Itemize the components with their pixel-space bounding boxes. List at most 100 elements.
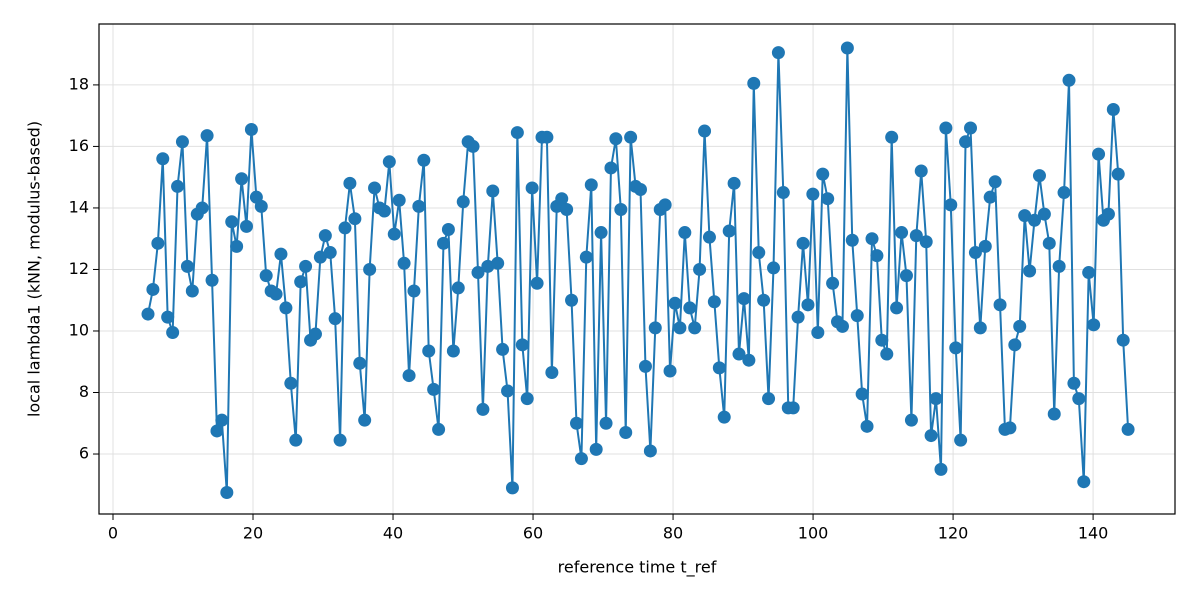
point bbox=[525, 181, 539, 195]
point bbox=[387, 227, 401, 241]
point bbox=[481, 259, 495, 273]
point bbox=[752, 246, 766, 260]
point bbox=[811, 326, 825, 340]
point bbox=[1087, 318, 1101, 332]
point bbox=[890, 301, 904, 315]
point bbox=[200, 129, 214, 143]
point bbox=[717, 410, 731, 424]
point bbox=[353, 356, 367, 370]
point bbox=[520, 392, 534, 406]
point bbox=[791, 310, 805, 324]
point bbox=[1047, 407, 1061, 421]
x-axis-label: reference time t_ref bbox=[558, 558, 717, 578]
point bbox=[496, 342, 510, 356]
point bbox=[924, 429, 938, 443]
y-axis-label: local lambda1 (kNN, modulus-based) bbox=[25, 121, 44, 417]
point bbox=[648, 321, 662, 335]
point bbox=[968, 246, 982, 260]
y-tick-label: 14 bbox=[69, 197, 89, 216]
point bbox=[471, 266, 485, 280]
point bbox=[875, 333, 889, 347]
point bbox=[988, 175, 1002, 189]
point bbox=[363, 262, 377, 276]
point bbox=[476, 402, 490, 416]
point bbox=[1101, 207, 1115, 221]
x-tick-label: 20 bbox=[243, 524, 263, 543]
point bbox=[658, 198, 672, 212]
point bbox=[707, 295, 721, 309]
x-tick-label: 80 bbox=[663, 524, 683, 543]
point bbox=[683, 301, 697, 315]
point bbox=[579, 250, 593, 264]
point bbox=[983, 190, 997, 204]
point bbox=[240, 219, 254, 233]
point bbox=[899, 269, 913, 283]
point bbox=[294, 275, 308, 289]
point bbox=[343, 176, 357, 190]
point bbox=[427, 382, 441, 396]
point bbox=[1018, 209, 1032, 223]
point bbox=[446, 344, 460, 358]
point bbox=[949, 341, 963, 355]
point bbox=[456, 195, 470, 209]
x-tick-label: 140 bbox=[1078, 524, 1109, 543]
point bbox=[540, 130, 554, 144]
point bbox=[225, 215, 239, 229]
point bbox=[220, 485, 234, 499]
point bbox=[1082, 266, 1096, 280]
point bbox=[318, 229, 332, 243]
point bbox=[860, 419, 874, 433]
point bbox=[767, 261, 781, 275]
point bbox=[786, 401, 800, 415]
point bbox=[1052, 259, 1066, 273]
point bbox=[323, 246, 337, 260]
point bbox=[1111, 167, 1125, 181]
point bbox=[840, 41, 854, 55]
point bbox=[348, 212, 362, 226]
point bbox=[964, 121, 978, 135]
point bbox=[486, 184, 500, 198]
point bbox=[698, 124, 712, 138]
point bbox=[402, 369, 416, 383]
point bbox=[1106, 103, 1120, 117]
point bbox=[1013, 319, 1027, 333]
point bbox=[1037, 207, 1051, 221]
point bbox=[973, 321, 987, 335]
point bbox=[885, 130, 899, 144]
point bbox=[1116, 333, 1130, 347]
point bbox=[845, 233, 859, 247]
point bbox=[412, 199, 426, 213]
point bbox=[230, 239, 244, 253]
point bbox=[806, 187, 820, 201]
point bbox=[693, 262, 707, 276]
point bbox=[358, 413, 372, 427]
y-tick-label: 18 bbox=[69, 74, 89, 93]
point bbox=[934, 462, 948, 476]
point bbox=[757, 293, 771, 307]
point bbox=[619, 425, 633, 439]
point bbox=[688, 321, 702, 335]
point bbox=[727, 176, 741, 190]
point bbox=[422, 344, 436, 358]
point bbox=[870, 249, 884, 263]
point bbox=[451, 281, 465, 295]
point bbox=[397, 256, 411, 270]
y-tick-label: 8 bbox=[79, 382, 89, 401]
point bbox=[195, 201, 209, 215]
point bbox=[175, 135, 189, 149]
point bbox=[235, 172, 249, 186]
point bbox=[865, 232, 879, 246]
point bbox=[816, 167, 830, 181]
point bbox=[929, 392, 943, 406]
point bbox=[1032, 169, 1046, 183]
point bbox=[678, 226, 692, 240]
point bbox=[510, 126, 524, 140]
point bbox=[333, 433, 347, 447]
point bbox=[141, 307, 155, 321]
point bbox=[643, 444, 657, 458]
point bbox=[328, 312, 342, 326]
point bbox=[702, 230, 716, 244]
point bbox=[614, 202, 628, 216]
point bbox=[609, 132, 623, 146]
point bbox=[274, 247, 288, 261]
